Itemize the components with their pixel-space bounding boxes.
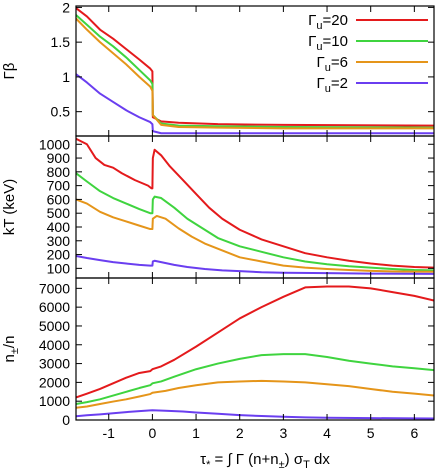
y-tick-label-gamma-beta: 1: [62, 69, 70, 85]
legend-label-sub: u: [325, 62, 331, 74]
series-line-temperature-2: [76, 198, 434, 273]
y-tick-label-pair-density: 6000: [39, 299, 70, 315]
xlabel-part: ±: [279, 459, 285, 471]
xlabel-part: ) σ: [285, 451, 304, 468]
y-tick-label-pair-density: 5000: [39, 318, 70, 334]
series-line-temperature-1: [76, 172, 434, 272]
ylabel-part: ±: [9, 348, 21, 354]
ylabel-part: n: [1, 354, 18, 362]
legend-label-rest: =2: [331, 75, 348, 92]
series-line-gamma-beta-2: [76, 17, 434, 130]
series-line-gamma-beta-0: [76, 7, 434, 127]
y-tick-label-pair-density: 1000: [39, 393, 70, 409]
series-line-pair-density-2: [76, 379, 434, 409]
xlabel-part: τ: [200, 451, 206, 468]
y-tick-label-temperature: 300: [47, 233, 71, 249]
legend-label-sub: u: [325, 83, 331, 95]
xlabel-part: = ∫ Γ (n+n: [210, 451, 278, 468]
y-tick-label-pair-density: 7000: [39, 280, 70, 296]
series-line-pair-density-0: [76, 285, 434, 399]
legend-label-2: Γu=6: [317, 54, 349, 74]
series-line-temperature-3: [76, 254, 434, 275]
legend-label-sub: u: [316, 41, 322, 53]
legend-label-rest: =10: [323, 33, 348, 50]
y-tick-label-temperature: 100: [47, 260, 71, 276]
x-tick-label: 6: [410, 425, 418, 441]
series-line-pair-density-1: [76, 353, 434, 405]
xlabel-part: dx: [310, 451, 331, 468]
y-tick-label-temperature: 600: [47, 191, 71, 207]
x-tick-label: 3: [279, 425, 287, 441]
series-line-gamma-beta-3: [76, 73, 434, 135]
legend-label-base: Γ: [317, 54, 325, 71]
y-tick-label-temperature: 400: [47, 219, 71, 235]
legend-label-sub: u: [316, 20, 322, 32]
y-tick-label-gamma-beta: 0.5: [51, 104, 71, 120]
y-tick-label-temperature: 800: [47, 164, 71, 180]
legend-label-rest: =20: [323, 12, 348, 29]
y-tick-label-pair-density: 4000: [39, 337, 70, 353]
y-axis-label-temperature: kT (keV): [1, 179, 18, 235]
x-tick-label: 1: [192, 425, 200, 441]
panel-frame-gamma-beta: [75, 5, 435, 137]
y-tick-label-temperature: 500: [47, 205, 71, 221]
y-tick-label-pair-density: 0: [62, 412, 70, 428]
series-line-gamma-beta-1: [76, 14, 434, 129]
x-tick-label: 5: [367, 425, 375, 441]
x-tick-label: 0: [149, 425, 157, 441]
y-tick-label-pair-density: 2000: [39, 374, 70, 390]
x-tick-label: 4: [323, 425, 331, 441]
series-line-temperature-0: [76, 137, 434, 269]
y-tick-label-temperature: 1000: [39, 136, 70, 152]
panel-frame-pair-density: [75, 277, 435, 421]
series-line-pair-density-3: [76, 409, 434, 420]
legend-label-base: Γ: [308, 33, 316, 50]
legend-label-rest: =6: [331, 54, 348, 71]
x-tick-label: -1: [103, 425, 116, 441]
y-tick-label-pair-density: 3000: [39, 356, 70, 372]
y-tick-label-temperature: 200: [47, 247, 71, 263]
y-tick-label-gamma-beta: 2: [62, 0, 70, 15]
legend-label-3: Γu=2: [317, 75, 349, 95]
y-axis-label-gamma-beta: Γβ: [1, 62, 18, 79]
legend-label-0: Γu=20: [308, 12, 348, 32]
legend-label-1: Γu=10: [308, 33, 348, 53]
panel-frame-temperature: [75, 135, 435, 279]
legend-label-base: Γ: [308, 12, 316, 29]
y-tick-label-temperature: 700: [47, 178, 71, 194]
y-tick-label-temperature: 900: [47, 150, 71, 166]
xlabel-part: T: [303, 459, 310, 471]
legend-label-base: Γ: [317, 75, 325, 92]
x-axis-label: τ* = ∫ Γ (n+n±) σT dx: [200, 451, 330, 471]
xlabel-part: *: [206, 459, 211, 471]
x-tick-label: 2: [236, 425, 244, 441]
y-axis-label-pair-density: n±/n: [1, 336, 21, 363]
y-tick-label-gamma-beta: 1.5: [51, 34, 71, 50]
ylabel-part: /n: [1, 336, 18, 349]
